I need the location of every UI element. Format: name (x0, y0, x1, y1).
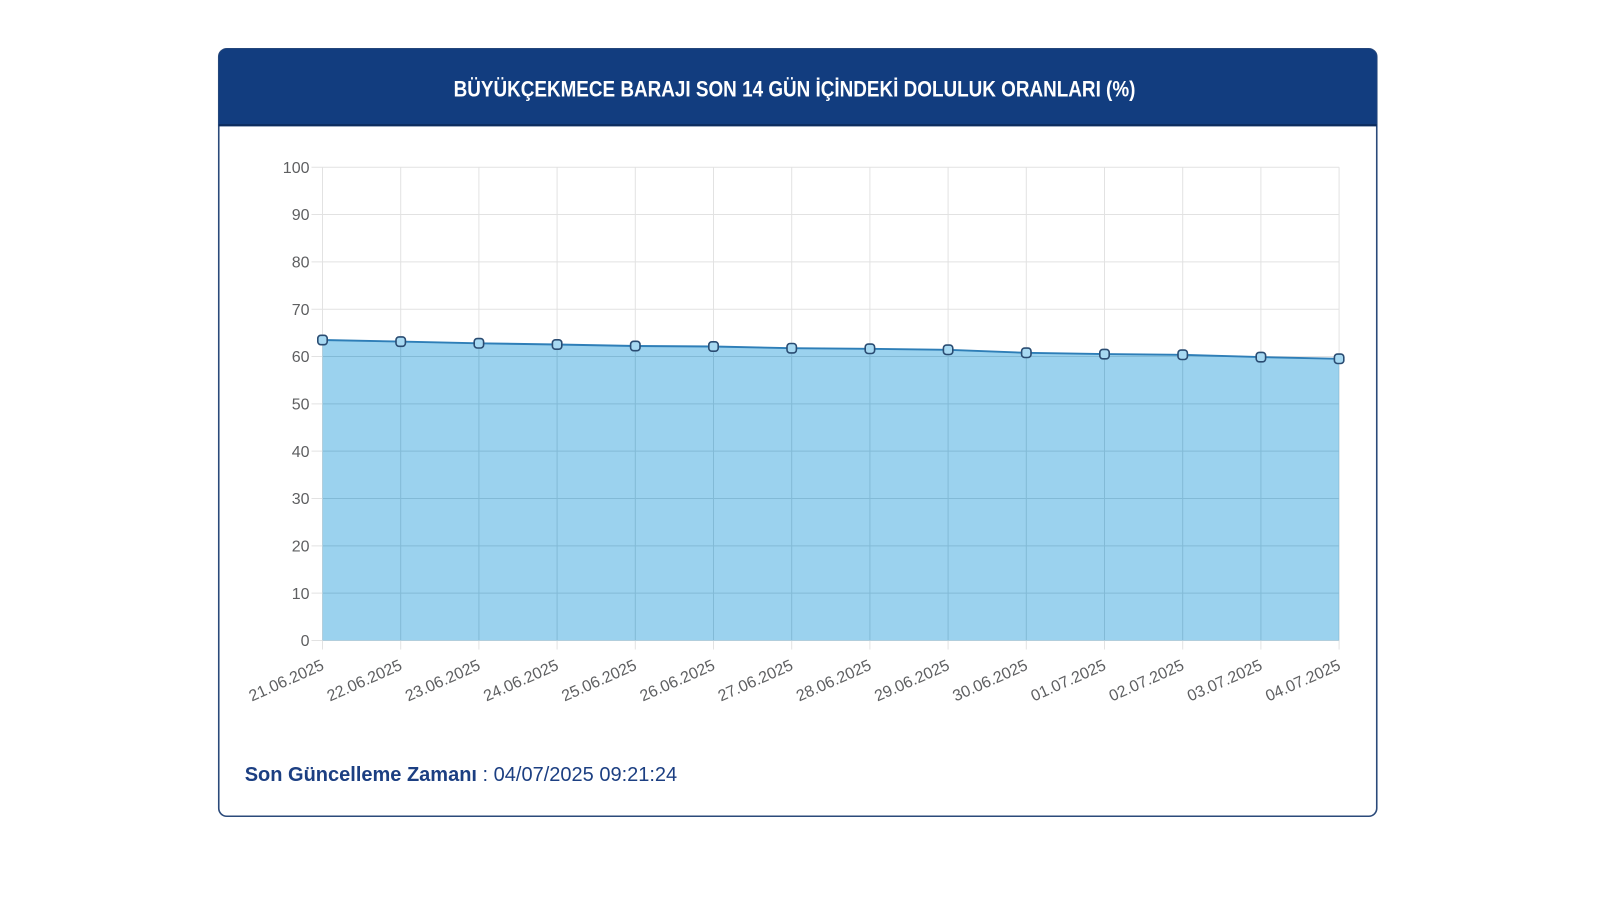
svg-text:20: 20 (292, 539, 310, 556)
svg-text:80: 80 (292, 255, 310, 272)
svg-text:BÜYÜKÇEKMECE BARAJI SON 14 GÜN: BÜYÜKÇEKMECE BARAJI SON 14 GÜN İÇİNDEKİ … (454, 77, 1136, 102)
svg-text:Son Güncelleme Zamanı : 04/07/: Son Güncelleme Zamanı : 04/07/2025 09:21… (245, 764, 677, 786)
svg-text:0: 0 (301, 633, 310, 650)
svg-text:100: 100 (283, 160, 310, 177)
svg-text:60: 60 (292, 349, 310, 366)
svg-text:40: 40 (292, 444, 310, 461)
svg-text:90: 90 (292, 207, 310, 224)
svg-text:10: 10 (292, 586, 310, 603)
svg-text:30: 30 (292, 491, 310, 508)
svg-text:70: 70 (292, 302, 310, 319)
svg-text:50: 50 (292, 397, 310, 414)
